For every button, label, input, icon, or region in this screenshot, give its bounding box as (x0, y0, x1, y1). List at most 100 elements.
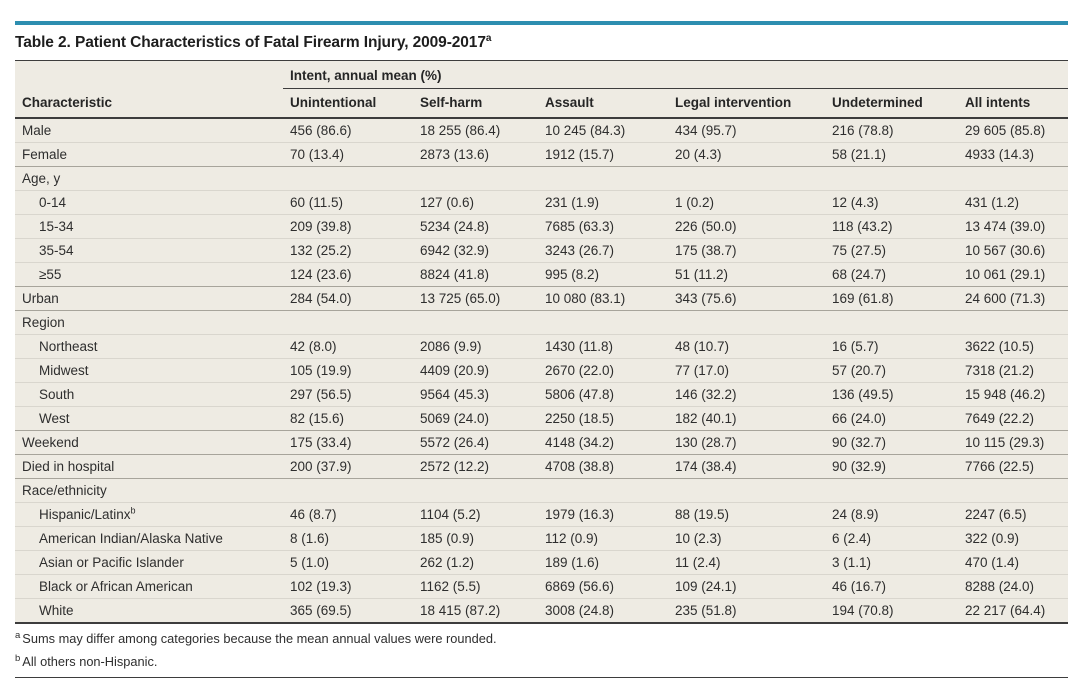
cell-value: 235 (51.8) (668, 598, 825, 624)
table-row: 0-14 60 (11.5) 127 (0.6) 231 (1.9) 1 (0.2) 12… (15, 190, 1068, 215)
section-row: Region (15, 310, 1068, 335)
cell-value: 5 (1.0) (283, 550, 413, 575)
cell-value: 175 (38.7) (668, 238, 825, 263)
table-row: ≥55 124 (23.6) 8824 (41.8) 995 (8.2) 51 (11.… (15, 262, 1068, 287)
cell-value: 4933 (14.3) (958, 142, 1068, 167)
column-header-legal-intervention: Legal intervention (668, 88, 825, 119)
cell-value: 24 (8.9) (825, 502, 958, 527)
row-label: Died in hospital (15, 454, 283, 479)
table-row: White 365 (69.5) 18 415 (87.2) 3008 (24.8) 2… (15, 598, 1068, 624)
cell-value: 431 (1.2) (958, 190, 1068, 215)
cell-value: 284 (54.0) (283, 286, 413, 311)
table-row: Black or African American 102 (19.3) 1162 … (15, 574, 1068, 599)
column-header-all-intents: All intents (958, 88, 1068, 119)
cell-value: 46 (8.7) (283, 502, 413, 527)
cell-value: 185 (0.9) (413, 526, 538, 551)
cell-value: 175 (33.4) (283, 430, 413, 455)
cell-value (283, 310, 413, 335)
cell-value: 46 (16.7) (825, 574, 958, 599)
cell-value: 1104 (5.2) (413, 502, 538, 527)
row-label: Urban (15, 286, 283, 311)
row-label-text: 35-54 (39, 243, 74, 258)
row-label: ≥55 (15, 262, 283, 287)
cell-value: 12 (4.3) (825, 190, 958, 215)
table-title: Table 2. Patient Characteristics of Fata… (15, 33, 1068, 52)
cell-value: 194 (70.8) (825, 598, 958, 624)
table-row: Died in hospital 200 (37.9) 2572 (12.2) 470… (15, 454, 1068, 479)
cell-value: 7685 (63.3) (538, 214, 668, 239)
cell-value (668, 310, 825, 335)
cell-value: 1430 (11.8) (538, 334, 668, 359)
row-label-text: 0-14 (39, 195, 67, 210)
row-label-text: South (39, 387, 75, 402)
cell-value: 4708 (38.8) (538, 454, 668, 479)
cell-value: 3 (1.1) (825, 550, 958, 575)
cell-value: 90 (32.7) (825, 430, 958, 455)
cell-value: 24 600 (71.3) (958, 286, 1068, 311)
cell-value (668, 478, 825, 503)
cell-value: 189 (1.6) (538, 550, 668, 575)
cell-value (283, 478, 413, 503)
row-label-text: Region (22, 315, 65, 330)
row-label-text: Midwest (39, 363, 89, 378)
table-row: Hispanic/Latinxb 46 (8.7) 1104 (5.2) 1979 (… (15, 502, 1068, 527)
cell-value: 51 (11.2) (668, 262, 825, 287)
column-header-assault: Assault (538, 88, 668, 119)
intent-spanner-header: Intent, annual mean (%) (283, 61, 1068, 89)
patient-characteristics-table: Characteristic Intent, annual mean (%) U… (15, 61, 1068, 624)
cell-value (538, 478, 668, 503)
cell-value (825, 478, 958, 503)
row-label: Hispanic/Latinxb (15, 502, 283, 527)
cell-value: 1912 (15.7) (538, 142, 668, 167)
table-row: West 82 (15.6) 5069 (24.0) 2250 (18.5) 182 (… (15, 406, 1068, 431)
cell-value: 57 (20.7) (825, 358, 958, 383)
row-label-text: Race/ethnicity (22, 483, 107, 498)
cell-value: 6 (2.4) (825, 526, 958, 551)
table-row: Urban 284 (54.0) 13 725 (65.0) 10 080 (83.1… (15, 286, 1068, 311)
cell-value (958, 478, 1068, 503)
cell-value: 105 (19.9) (283, 358, 413, 383)
cell-value: 1162 (5.5) (413, 574, 538, 599)
row-label: American Indian/Alaska Native (15, 526, 283, 551)
table-row: Male 456 (86.6) 18 255 (86.4) 10 245 (84.3)… (15, 118, 1068, 143)
row-label-text: Asian or Pacific Islander (39, 555, 184, 570)
characteristic-column-header: Characteristic (15, 61, 283, 119)
row-label-text: American Indian/Alaska Native (39, 531, 223, 546)
cell-value: 48 (10.7) (668, 334, 825, 359)
cell-value (413, 166, 538, 191)
row-label-text: West (39, 411, 70, 426)
cell-value: 6869 (56.6) (538, 574, 668, 599)
cell-value: 1979 (16.3) (538, 502, 668, 527)
cell-value: 10 061 (29.1) (958, 262, 1068, 287)
cell-value: 18 255 (86.4) (420, 123, 501, 138)
cell-value: 470 (1.4) (958, 550, 1068, 575)
row-label-footnote-marker: b (130, 505, 136, 516)
cell-value (958, 310, 1068, 335)
cell-value: 7649 (22.2) (958, 406, 1068, 431)
cell-value (413, 478, 538, 503)
row-label-text: Female (22, 147, 68, 162)
cell-value: 127 (0.6) (413, 190, 538, 215)
cell-value: 5069 (24.0) (413, 406, 538, 431)
cell-value: 68 (24.7) (825, 262, 958, 287)
cell-value: 10 567 (30.6) (958, 238, 1068, 263)
row-label-text: Northeast (39, 339, 98, 354)
footnote-a: a Sums may differ among categories becaus… (15, 630, 1068, 647)
cell-value: 3622 (10.5) (958, 334, 1068, 359)
row-label: Female (15, 142, 283, 167)
row-label: Asian or Pacific Islander (15, 550, 283, 575)
cell-value: 226 (50.0) (668, 214, 825, 239)
row-label: 15-34 (15, 214, 283, 239)
accent-bar (15, 21, 1068, 25)
row-label: Midwest (15, 358, 283, 383)
cell-value: 136 (49.5) (825, 382, 958, 407)
cell-value (283, 166, 413, 191)
row-label: Black or African American (15, 574, 283, 599)
cell-value: 3008 (24.8) (538, 598, 668, 624)
row-label: 35-54 (15, 238, 283, 263)
cell-value: 66 (24.0) (825, 406, 958, 431)
row-label-text: Age, y (22, 171, 61, 186)
row-label: Region (15, 310, 283, 335)
cell-value: 434 (95.7) (675, 123, 737, 138)
row-label: Weekend (15, 430, 283, 455)
